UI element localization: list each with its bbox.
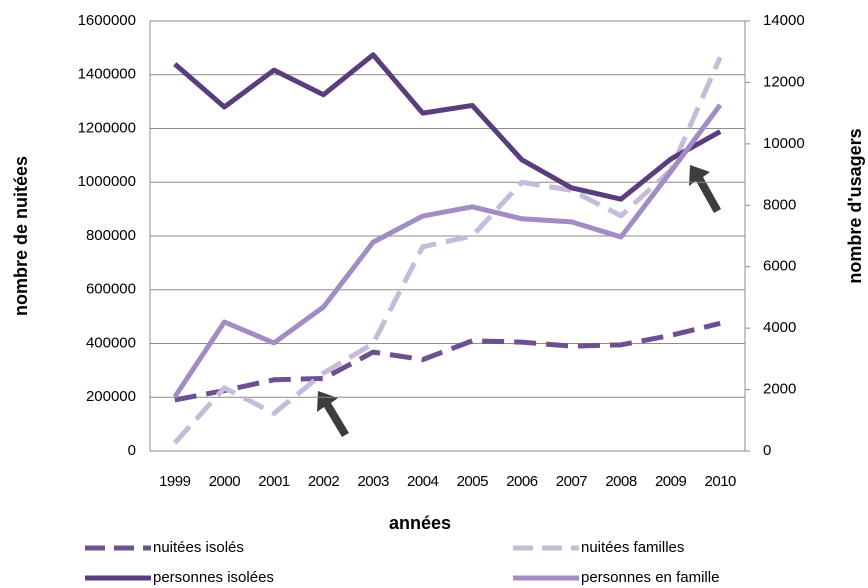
y-tick-label: 1200000 — [78, 119, 136, 136]
arrow-shape — [689, 165, 721, 213]
x-tick-label: 2005 — [457, 473, 489, 490]
legend-label: personnes en famille — [581, 569, 719, 586]
legend-label: nuitées isolés — [153, 539, 244, 556]
y2-tick-label: 8000 — [763, 196, 796, 213]
y2-tick-label: 10000 — [763, 135, 805, 152]
x-tick-label: 1999 — [159, 473, 191, 490]
y2-axis-title: nombre d'usagers — [845, 128, 865, 283]
legend-label: personnes isolées — [153, 569, 274, 586]
x-tick-label: 2009 — [655, 473, 687, 490]
x-tick-label: 2003 — [357, 473, 389, 490]
y-tick-label: 400000 — [86, 334, 136, 351]
y-tick-label: 1600000 — [78, 12, 136, 29]
y-tick-label: 1000000 — [78, 173, 136, 190]
x-tick-label: 2002 — [308, 473, 340, 490]
x-tick-label: 2004 — [407, 473, 439, 490]
y-axis-title: nombre de nuitées — [11, 156, 31, 316]
series-line — [174, 320, 721, 403]
x-tick-label: 2000 — [209, 473, 241, 490]
y2-tick-label: 14000 — [763, 12, 805, 29]
y2-tick-label: 0 — [763, 442, 771, 459]
arrow — [317, 165, 721, 437]
x-axis-title: années — [389, 513, 451, 533]
y-tick-label: 600000 — [86, 281, 136, 298]
y2-tick-label: 6000 — [763, 258, 796, 275]
y-tick-label: 0 — [128, 442, 136, 459]
arrow-shape — [317, 391, 349, 437]
x-tick-label: 2006 — [506, 473, 538, 490]
y2-tick-label: 4000 — [763, 319, 796, 336]
series-line — [173, 52, 722, 202]
x-tick-label: 2010 — [705, 473, 737, 490]
x-tick-label: 2007 — [556, 473, 588, 490]
y-tick-label: 200000 — [86, 388, 136, 405]
y2-tick-label: 12000 — [763, 73, 805, 90]
x-tick-label: 2001 — [258, 473, 290, 490]
y2-tick-label: 2000 — [763, 381, 796, 398]
x-tick-label: 2008 — [605, 473, 637, 490]
y-tick-label: 800000 — [86, 227, 136, 244]
series-line — [172, 56, 723, 445]
legend-label: nuitées familles — [581, 539, 684, 556]
series-line — [172, 103, 723, 399]
y-tick-label: 1400000 — [78, 66, 136, 83]
